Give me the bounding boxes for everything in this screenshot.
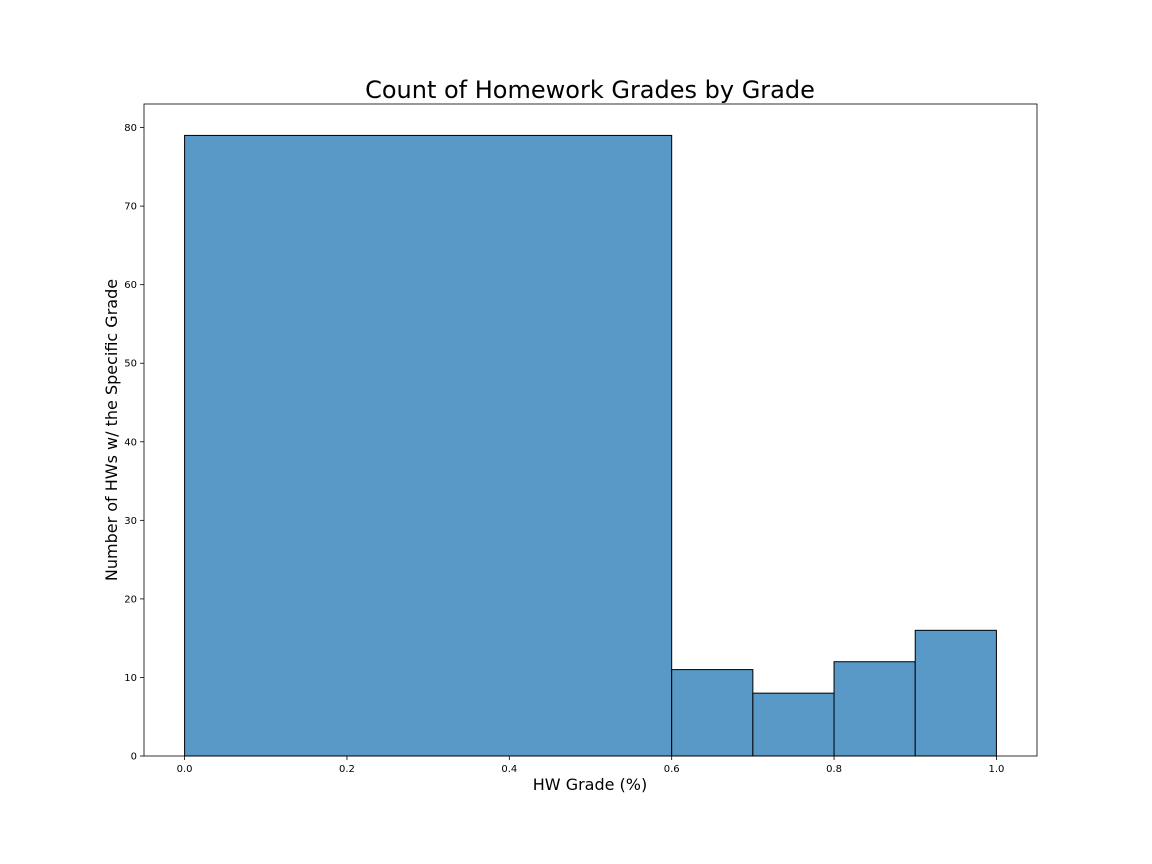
plot-frame — [143, 103, 1038, 757]
y-axis-ticks: 0 10 20 30 40 50 60 70 80 — [124, 123, 144, 763]
x-tick-label: 0.8 — [826, 764, 842, 775]
bars-group — [184, 134, 997, 757]
y-tick-label: 60 — [124, 280, 137, 291]
x-axis-ticks: 0.0 0.2 0.4 0.6 0.8 1.0 — [177, 756, 1004, 775]
histogram-bar — [914, 629, 997, 757]
y-tick-label: 50 — [124, 359, 137, 370]
y-tick-label: 70 — [124, 202, 137, 213]
x-tick-label: 0.0 — [177, 764, 193, 775]
y-tick-label: 10 — [124, 673, 137, 684]
y-tick-label: 40 — [124, 437, 137, 448]
y-tick-label: 0 — [131, 752, 137, 763]
histogram-bar — [671, 669, 754, 757]
histogram-bar — [833, 661, 916, 757]
x-tick-label: 0.4 — [501, 764, 517, 775]
y-tick-label: 80 — [124, 123, 137, 134]
x-tick-label: 0.6 — [664, 764, 680, 775]
x-tick-label: 0.2 — [339, 764, 355, 775]
x-axis-label: HW Grade (%) — [533, 775, 648, 794]
histogram-bar — [184, 134, 673, 757]
y-tick-label: 20 — [124, 594, 137, 605]
chart-title: Count of Homework Grades by Grade — [365, 76, 815, 104]
y-axis-label: Number of HWs w/ the Specific Grade — [102, 279, 121, 581]
y-tick-label: 30 — [124, 516, 137, 527]
x-tick-label: 1.0 — [988, 764, 1004, 775]
histogram-bar — [752, 692, 835, 757]
